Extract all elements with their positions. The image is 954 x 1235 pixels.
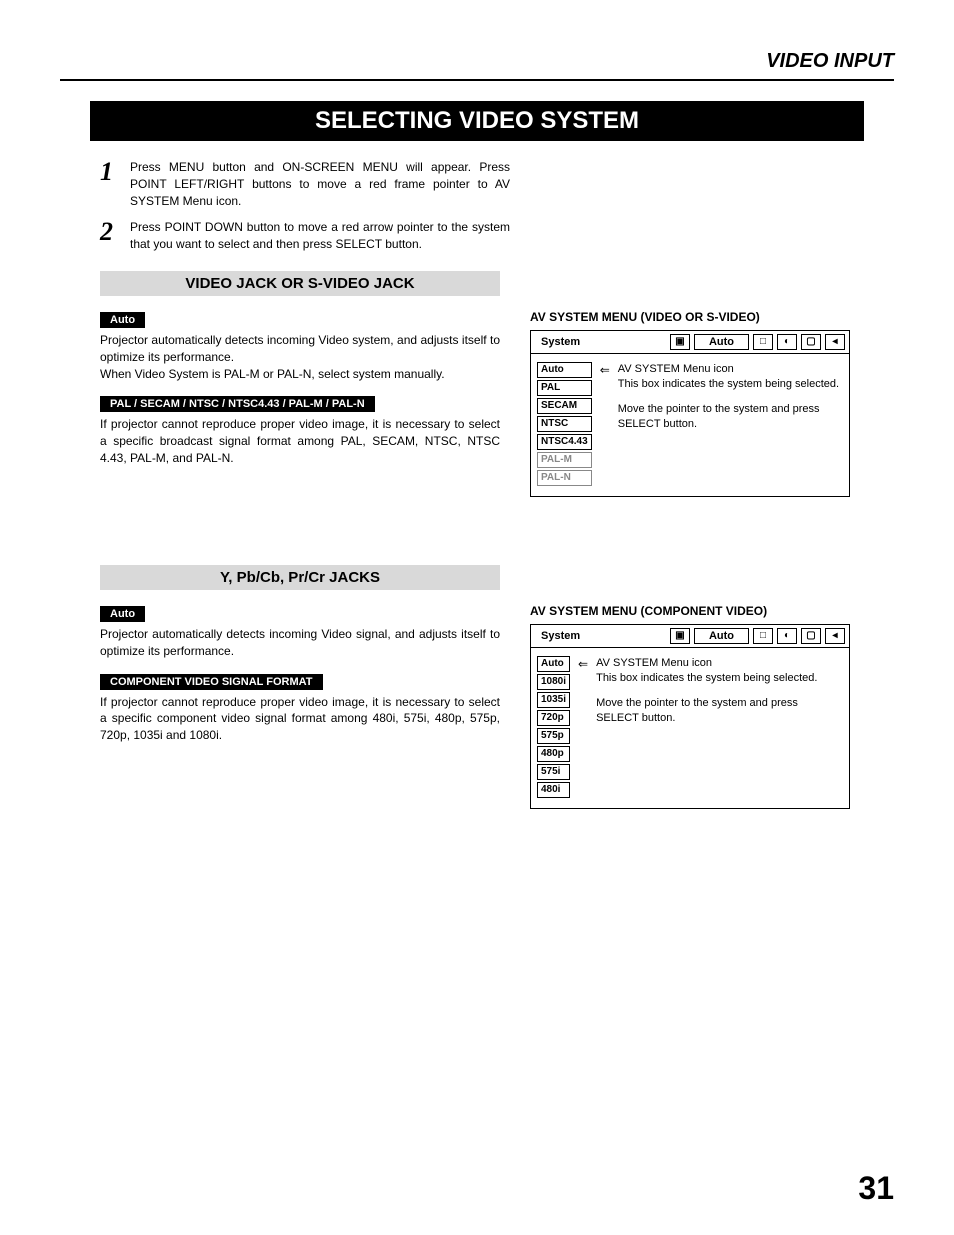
- left-column-1: Auto Projector automatically detects inc…: [100, 310, 500, 517]
- menu1-options: Auto PAL SECAM NTSC NTSC4.43 PAL-M PAL-N: [537, 362, 592, 486]
- page-header: VIDEO INPUT: [60, 50, 894, 73]
- opt-auto: Auto: [537, 362, 592, 378]
- menu1-bar-value: Auto: [694, 334, 749, 350]
- annot-line: This box indicates the system being sele…: [596, 672, 817, 684]
- page-number: 31: [858, 1170, 894, 1207]
- menu-screen-icon: □: [753, 628, 773, 644]
- step-1: 1 Press MENU button and ON-SCREEN MENU w…: [100, 159, 854, 209]
- formats-text: If projector cannot reproduce proper vid…: [100, 416, 500, 466]
- menu-sound-icon: ◂: [825, 628, 845, 644]
- opt-480p: 480p: [537, 746, 570, 762]
- formats-pill-2: COMPONENT VIDEO SIGNAL FORMAT: [100, 674, 323, 690]
- menu1-bar-label: System: [535, 336, 586, 348]
- formats-pill: PAL / SECAM / NTSC / NTSC4.43 / PAL-M / …: [100, 396, 375, 412]
- menu2-box: System ▣ Auto □ ◐ ▢ ◂ Auto 1080i 1035i 7…: [530, 624, 850, 809]
- auto-pill: Auto: [100, 312, 145, 328]
- right-column-2: AV SYSTEM MENU (COMPONENT VIDEO) System …: [530, 604, 854, 829]
- menu-input-icon: ▣: [670, 334, 690, 350]
- annot-line: Move the pointer to the system and press…: [618, 402, 843, 432]
- menu1-annotations: AV SYSTEM Menu icon This box indicates t…: [618, 362, 843, 486]
- step-number: 2: [100, 219, 130, 253]
- header-rule: [60, 79, 894, 81]
- menu-screen2-icon: ▢: [801, 334, 821, 350]
- step-2: 2 Press POINT DOWN button to move a red …: [100, 219, 854, 253]
- annot-line: This box indicates the system being sele…: [618, 378, 839, 390]
- opt-paln: PAL-N: [537, 470, 592, 486]
- menu2-annotations: AV SYSTEM Menu icon This box indicates t…: [596, 656, 843, 798]
- sub-banner-2: Y, Pb/Cb, Pr/Cr JACKS: [100, 565, 500, 590]
- text-line: When Video System is PAL-M or PAL-N, sel…: [100, 367, 445, 381]
- menu-sound-icon: ◂: [825, 334, 845, 350]
- opt-ntsc443: NTSC4.43: [537, 434, 592, 450]
- step-text: Press POINT DOWN button to move a red ar…: [130, 219, 510, 253]
- menu-image-icon: ◐: [777, 628, 797, 644]
- menu2-title: AV SYSTEM MENU (COMPONENT VIDEO): [530, 604, 854, 618]
- auto-text-1: Projector automatically detects incoming…: [100, 332, 500, 382]
- section-banner: SELECTING VIDEO SYSTEM: [90, 101, 864, 141]
- sub-banner-1: VIDEO JACK OR S-VIDEO JACK: [100, 271, 500, 296]
- menu2-bar-value: Auto: [694, 628, 749, 644]
- text-line: Projector automatically detects incoming…: [100, 333, 500, 364]
- opt-480i: 480i: [537, 782, 570, 798]
- opt-575i: 575i: [537, 764, 570, 780]
- menu-input-icon: ▣: [670, 628, 690, 644]
- formats-text-2: If projector cannot reproduce proper vid…: [100, 694, 500, 744]
- menu-image-icon: ◐: [777, 334, 797, 350]
- pointer-arrow-icon: ⇐: [600, 362, 610, 486]
- header-title: VIDEO INPUT: [766, 50, 894, 72]
- menu1-box: System ▣ Auto □ ◐ ▢ ◂ Auto PAL SECAM NTS…: [530, 330, 850, 497]
- menu2-bar: System ▣ Auto □ ◐ ▢ ◂: [531, 625, 849, 648]
- left-column-2: Auto Projector automatically detects inc…: [100, 604, 500, 829]
- menu-screen2-icon: ▢: [801, 628, 821, 644]
- auto-text-2: Projector automatically detects incoming…: [100, 626, 500, 660]
- opt-auto: Auto: [537, 656, 570, 672]
- menu1-title: AV SYSTEM MENU (VIDEO OR S-VIDEO): [530, 310, 854, 324]
- opt-1035i: 1035i: [537, 692, 570, 708]
- opt-575p: 575p: [537, 728, 570, 744]
- annot-line: Move the pointer to the system and press…: [596, 696, 843, 726]
- opt-secam: SECAM: [537, 398, 592, 414]
- menu1-bar: System ▣ Auto □ ◐ ▢ ◂: [531, 331, 849, 354]
- step-text: Press MENU button and ON-SCREEN MENU wil…: [130, 159, 510, 209]
- opt-ntsc: NTSC: [537, 416, 592, 432]
- opt-1080i: 1080i: [537, 674, 570, 690]
- menu2-bar-label: System: [535, 630, 586, 642]
- step-number: 1: [100, 159, 130, 209]
- menu-screen-icon: □: [753, 334, 773, 350]
- annot-line: AV SYSTEM Menu icon: [618, 363, 734, 375]
- annot-line: AV SYSTEM Menu icon: [596, 657, 712, 669]
- menu2-options: Auto 1080i 1035i 720p 575p 480p 575i 480…: [537, 656, 570, 798]
- auto-pill-2: Auto: [100, 606, 145, 622]
- right-column-1: AV SYSTEM MENU (VIDEO OR S-VIDEO) System…: [530, 310, 854, 517]
- pointer-arrow-icon: ⇐: [578, 656, 588, 798]
- opt-720p: 720p: [537, 710, 570, 726]
- opt-palm: PAL-M: [537, 452, 592, 468]
- opt-pal: PAL: [537, 380, 592, 396]
